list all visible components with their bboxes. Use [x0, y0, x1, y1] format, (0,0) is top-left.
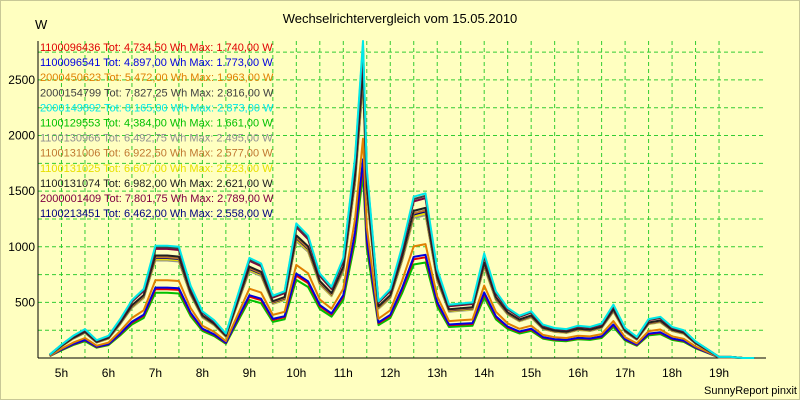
footer-credit: SunnyReport pinxit [704, 385, 797, 397]
legend-entry-1100131025: 1100131025 Tot: 6.607,00 Wh Max: 2.523,0… [40, 163, 273, 175]
x-tick-label: 17h [615, 366, 635, 380]
legend-entry-1100096436: 1100096436 Tot: 4.734,50 Wh Max: 1.740,0… [40, 42, 273, 54]
series-line-2000450623 [49, 137, 755, 359]
legend-entry-1100213451: 1100213451 Tot: 6.462,00 Wh Max: 2.558,0… [40, 208, 273, 220]
x-tick-label: 12h [380, 366, 400, 380]
x-tick-label: 13h [427, 366, 447, 380]
legend-entry-1100131006: 1100131006 Tot: 6.922,50 Wh Max: 2.577,0… [40, 148, 273, 160]
series-group [49, 40, 755, 359]
x-tick-label: 5h [55, 366, 68, 380]
axes: 500 1000 1500 2000 2500 5h 6h 7h 8h 9h 10h 11h 12h 13… [8, 41, 766, 380]
x-tick-label: 7h [149, 366, 162, 380]
legend-entry-2000450623: 2000450623 Tot: 5.472,00 Wh Max: 1.963,0… [40, 72, 274, 84]
x-tick-label: 11h [334, 366, 353, 380]
x-tick-label: 10h [286, 366, 306, 380]
legend-entry-1100130966: 1100130966 Tot: 6.492,75 Wh Max: 2.495,0… [40, 133, 273, 145]
x-tick-label: 6h [102, 366, 115, 380]
series-line-2000149892 [49, 40, 755, 359]
series-line-1100096541 [49, 158, 755, 359]
y-tick-label: 500 [15, 295, 35, 309]
y-tick-label: 1500 [8, 184, 35, 198]
x-tick-label: 16h [568, 366, 588, 380]
legend-entry-1100096541: 1100096541 Tot: 4.897,00 Wh Max: 1.773,0… [40, 57, 273, 69]
y-tick-label: 1000 [8, 240, 35, 254]
legend-entry-1100129553: 1100129553 Tot: 4.384,00 Wh Max: 1.661,0… [40, 118, 273, 130]
series-line-1100131074 [49, 67, 755, 359]
legend: 1100096436 Tot: 4.734,50 Wh Max: 1.740,0… [40, 42, 274, 220]
y-axis-unit: W [35, 17, 48, 32]
x-tick-label: 15h [521, 366, 541, 380]
x-tick-label: 19h [709, 366, 729, 380]
legend-entry-2000149892: 2000149892 Tot: 8.165,00 Wh Max: 2.873,0… [40, 102, 274, 114]
x-tick-label: 8h [196, 366, 209, 380]
x-tick-label: 18h [662, 366, 682, 380]
legend-entry-2000154799: 2000154799 Tot: 7.827,25 Wh Max: 2.816,0… [40, 87, 274, 99]
y-tick-label: 2000 [8, 129, 35, 143]
x-tick-label: 9h [243, 366, 256, 380]
legend-entry-1100131074: 1100131074 Tot: 6.982,00 Wh Max: 2.621,0… [40, 178, 273, 190]
y-tick-label: 2500 [8, 73, 35, 87]
x-tick-label: 14h [474, 366, 494, 380]
chart-title: Wechselrichtervergleich vom 15.05.2010 [283, 11, 518, 26]
legend-entry-2000001409: 2000001409 Tot: 7.801,75 Wh Max: 2.789,0… [40, 193, 274, 205]
